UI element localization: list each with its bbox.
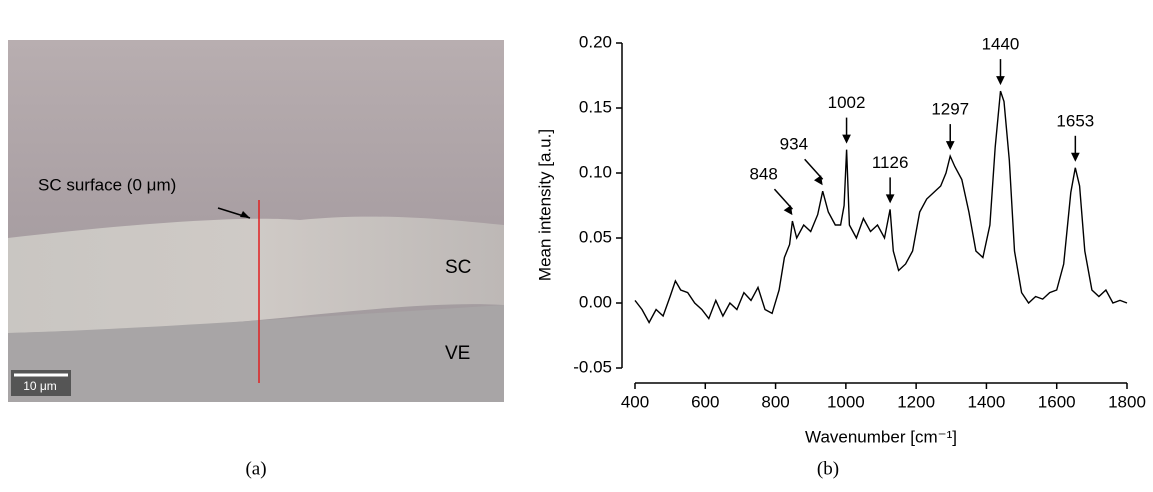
spectrum-line [634, 90, 1128, 324]
panel-label: (a) [245, 458, 266, 479]
sc-layer [8, 216, 504, 333]
arrowhead [240, 211, 250, 218]
annotation-label: 1126 [872, 153, 909, 172]
x-tick-label: 800 [761, 392, 789, 411]
ve-label: VE [445, 343, 470, 364]
annotation-arrowhead [814, 175, 823, 186]
annotation-label: 848 [749, 165, 777, 184]
y-tick-label: 0.05 [579, 227, 612, 246]
annotation-label: 1002 [828, 93, 866, 112]
annotation-arrowhead [842, 134, 851, 144]
annotation-label: 1297 [931, 100, 969, 119]
annotation-label: 1440 [982, 35, 1020, 54]
annotation-arrow [773, 188, 793, 210]
micrograph: SC surface (0 μm) SC VE 10 μm (a) [8, 40, 504, 479]
annotation-label: 1653 [1056, 111, 1094, 130]
x-tick-label: 600 [691, 392, 719, 411]
spectrum-chart: (b) Wavenumber [cm⁻¹] Mean intensity [a.… [535, 32, 1145, 479]
x-tick-label: 1000 [827, 392, 865, 411]
x-tick-label: 1600 [1038, 392, 1076, 411]
annotation-arrowhead [1071, 152, 1080, 162]
x-tick-label: 1800 [1108, 392, 1146, 411]
annotation-arrowhead [996, 76, 1005, 86]
y-tick-label: -0.05 [573, 357, 612, 376]
surface-label: SC surface (0 μm) [38, 175, 176, 194]
x-tick-label: 1200 [897, 392, 935, 411]
y-tick-label: 0.15 [579, 97, 612, 116]
y-axis-label: Mean intensity [a.u.] [535, 129, 554, 281]
annotation-arrowhead [945, 141, 955, 151]
annotation-arrowhead [783, 205, 793, 216]
annotation-label: 934 [780, 135, 808, 154]
y-tick-label: 0.10 [579, 162, 612, 181]
y-tick-label: 0.00 [579, 292, 612, 311]
y-tick-label: 0.20 [579, 32, 612, 51]
sc-label: SC [445, 257, 471, 278]
ve-layer [8, 305, 504, 402]
scale-bar-label: 10 μm [23, 379, 57, 393]
annotation-arrow [804, 158, 824, 180]
annotation-arrowhead [885, 194, 895, 204]
x-tick-label: 1400 [968, 392, 1006, 411]
x-tick-label: 400 [621, 392, 649, 411]
x-axis-label: Wavenumber [cm⁻¹] [805, 427, 957, 446]
panel-label: (b) [817, 458, 839, 479]
